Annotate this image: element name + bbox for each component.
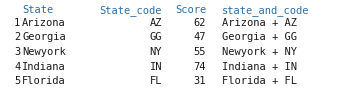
Text: Florida + FL: Florida + FL: [222, 76, 297, 86]
Text: State: State: [22, 5, 53, 15]
Text: 2: 2: [14, 33, 20, 42]
Text: Score: Score: [175, 5, 206, 15]
Text: AZ: AZ: [150, 18, 162, 28]
Text: Indiana: Indiana: [22, 61, 66, 72]
Text: Florida: Florida: [22, 76, 66, 86]
Text: 47: 47: [193, 33, 206, 42]
Text: Arizona: Arizona: [22, 18, 66, 28]
Text: 62: 62: [193, 18, 206, 28]
Text: FL: FL: [150, 76, 162, 86]
Text: Newyork + NY: Newyork + NY: [222, 47, 297, 57]
Text: 31: 31: [193, 76, 206, 86]
Text: Arizona + AZ: Arizona + AZ: [222, 18, 297, 28]
Text: IN: IN: [150, 61, 162, 72]
Text: Newyork: Newyork: [22, 47, 66, 57]
Text: 74: 74: [193, 61, 206, 72]
Text: NY: NY: [150, 47, 162, 57]
Text: state_and_code: state_and_code: [222, 5, 309, 16]
Text: Georgia + GG: Georgia + GG: [222, 33, 297, 42]
Text: 3: 3: [14, 47, 20, 57]
Text: 5: 5: [14, 76, 20, 86]
Text: 1: 1: [14, 18, 20, 28]
Text: 4: 4: [14, 61, 20, 72]
Text: State_code: State_code: [99, 5, 162, 16]
Text: 55: 55: [193, 47, 206, 57]
Text: Georgia: Georgia: [22, 33, 66, 42]
Text: Indiana + IN: Indiana + IN: [222, 61, 297, 72]
Text: GG: GG: [150, 33, 162, 42]
